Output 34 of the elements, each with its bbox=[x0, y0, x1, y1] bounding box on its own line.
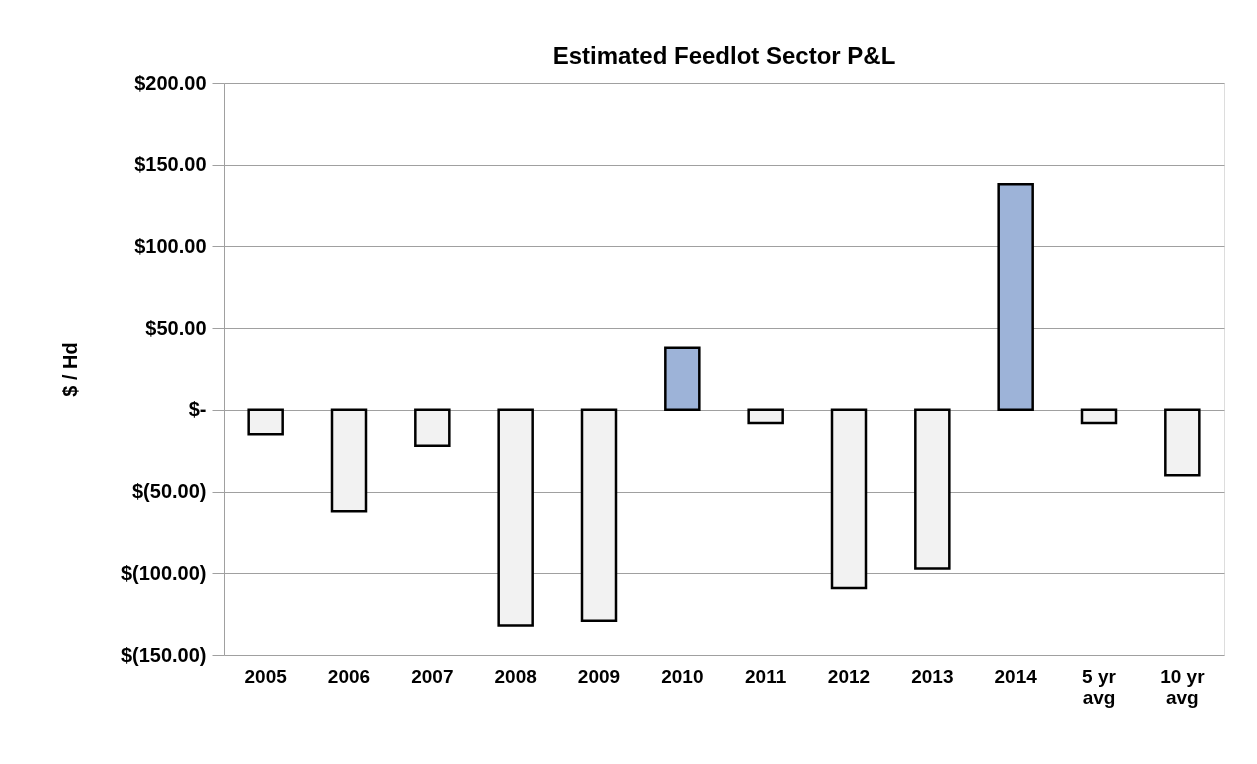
x-tick-label: 2013 bbox=[911, 665, 954, 687]
bar bbox=[247, 408, 284, 436]
x-tick-label: 5 yr avg bbox=[1082, 665, 1117, 708]
bar bbox=[914, 408, 951, 570]
x-tick-label: 2010 bbox=[661, 665, 704, 687]
x-tick-label: 2014 bbox=[994, 665, 1038, 687]
bar bbox=[580, 408, 618, 622]
bar bbox=[497, 408, 534, 627]
x-tick-label: 2006 bbox=[327, 665, 371, 687]
chart-title: Estimated Feedlot Sector P&L bbox=[552, 42, 896, 69]
x-tick-label: 2011 bbox=[745, 665, 787, 687]
x-tick-label: 2005 bbox=[244, 665, 288, 687]
bar bbox=[664, 346, 701, 412]
x-tick-label: 2009 bbox=[577, 665, 621, 687]
x-tick-label: 2007 bbox=[411, 665, 454, 687]
bar bbox=[1080, 408, 1118, 425]
x-tick-label: 10 yr avg bbox=[1160, 665, 1206, 708]
bar bbox=[747, 408, 784, 425]
y-tick-label: $(50.00) bbox=[132, 480, 207, 503]
y-tick-label: $- bbox=[188, 398, 207, 421]
x-tick-label: 2012 bbox=[827, 665, 871, 687]
bar bbox=[330, 408, 368, 513]
y-axis-title: $ / Hd bbox=[58, 342, 81, 397]
bar bbox=[1164, 408, 1201, 477]
bar bbox=[997, 183, 1034, 412]
bar bbox=[414, 408, 451, 448]
y-tick-label: $100.00 bbox=[134, 234, 207, 257]
y-tick-label: $(150.00) bbox=[120, 643, 207, 666]
y-tick-label: $50.00 bbox=[145, 316, 207, 339]
bar bbox=[830, 408, 868, 590]
y-tick-label: $(100.00) bbox=[120, 561, 207, 584]
x-tick-label: 2008 bbox=[494, 665, 537, 687]
y-tick-label: $150.00 bbox=[134, 153, 207, 176]
y-tick-label: $200.00 bbox=[134, 71, 207, 94]
